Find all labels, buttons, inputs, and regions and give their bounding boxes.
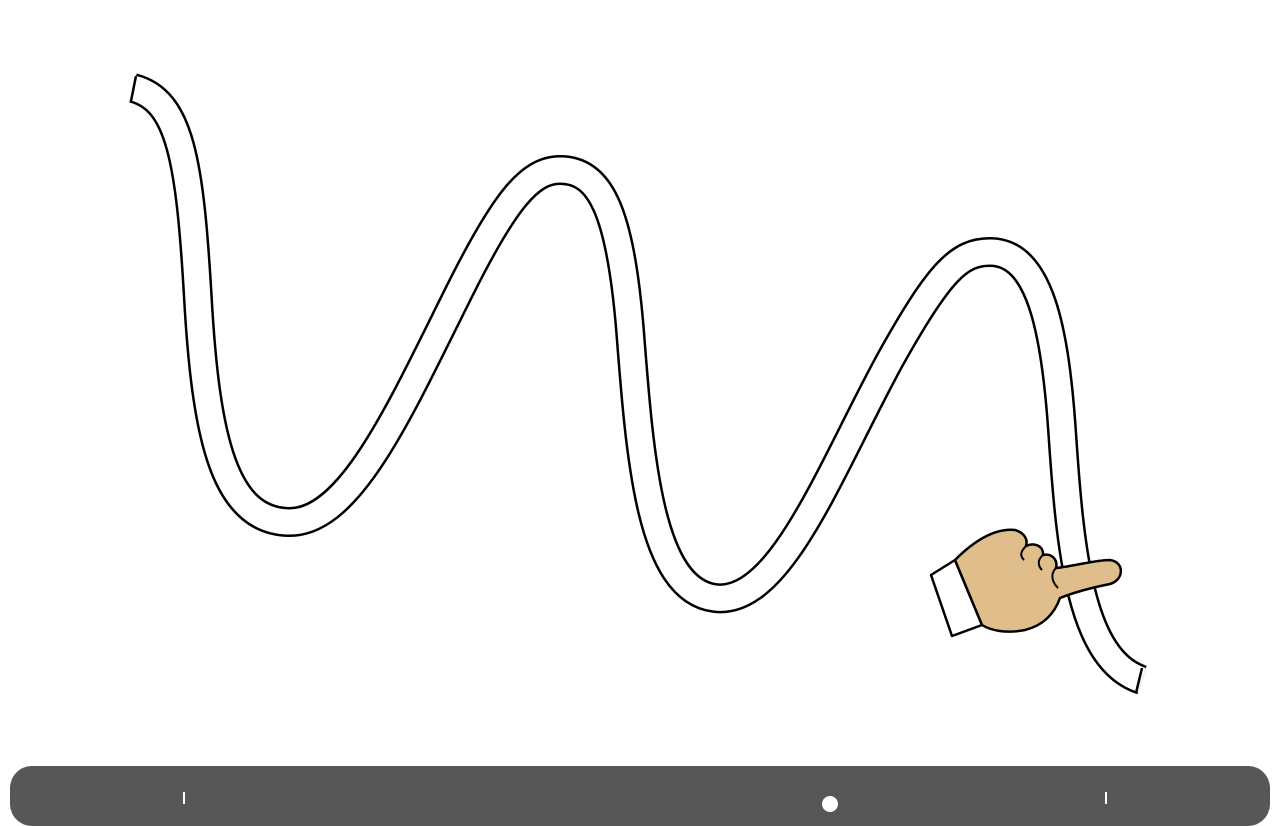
toolbar-marker-right [1105,792,1107,804]
pointing-hand-icon[interactable] [929,528,1123,638]
path-end-cap [1134,667,1144,694]
tracing-path[interactable] [128,73,1148,695]
path-start-cap [129,75,138,102]
tracing-path-fill [129,75,1147,692]
game-canvas[interactable] [0,0,1280,800]
hand-knuckle-3 [1051,567,1059,589]
toolbar-marker-left [183,792,185,804]
toolbar-knob[interactable] [822,796,838,812]
hand-knuckle-1 [1020,545,1027,561]
bottom-toolbar [10,766,1270,826]
hand-palm [953,528,1123,633]
hand-knuckle-2 [1037,554,1044,571]
